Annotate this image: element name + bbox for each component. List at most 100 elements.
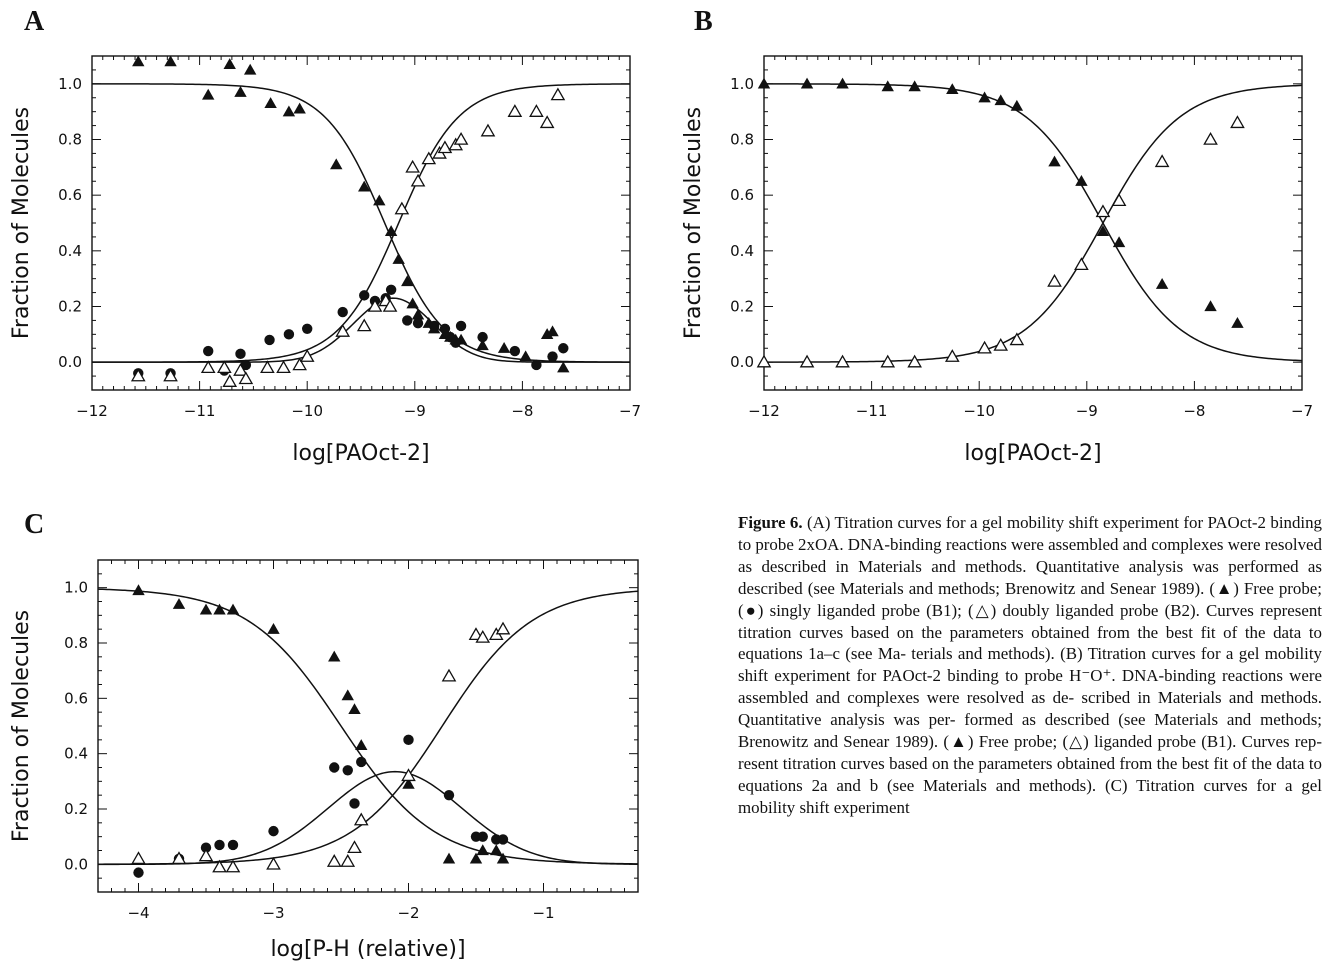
data-point-filled-triangle — [373, 194, 386, 206]
y-tick-label: 0.4 — [58, 242, 82, 260]
data-point-open-triangle — [225, 859, 241, 873]
panel-letter-b: B — [694, 6, 713, 37]
data-point-open-triangle — [1074, 257, 1089, 271]
data-point-open-triangle — [1230, 115, 1245, 129]
data-point-filled-triangle — [800, 77, 814, 89]
data-point-filled-triangle — [908, 80, 921, 92]
data-point-circle — [342, 765, 353, 776]
x-tick-label: −9 — [404, 402, 426, 420]
data-point-filled-triangle — [757, 77, 771, 89]
data-point-open-triangle — [1047, 273, 1062, 287]
data-point-open-triangle — [171, 851, 187, 865]
fit-curve — [764, 84, 1302, 363]
x-axis-title: log[PAOct-2] — [964, 441, 1101, 466]
data-point-filled-triangle — [1096, 225, 1110, 236]
data-point-circle — [337, 306, 348, 318]
data-point-circle — [283, 329, 295, 340]
data-point-open-triangle — [410, 173, 426, 187]
y-axis-title: Fraction of Molecules — [9, 610, 34, 842]
data-point-filled-triangle — [243, 63, 257, 75]
data-point-open-triangle — [480, 123, 496, 137]
x-tick-label: −12 — [76, 402, 108, 420]
plot-frame — [763, 55, 1303, 391]
y-tick-label: 0.4 — [64, 745, 88, 763]
data-point-open-triangle — [238, 371, 254, 385]
data-point-filled-triangle — [355, 739, 368, 751]
data-point-circle — [214, 839, 225, 851]
caption-label: Figure 6. — [738, 513, 803, 532]
chart-a: −12 −11 −10 −9 −8 −7 0.0 0.2 0.4 0.6 0.8 1.0 log[PAO… — [9, 55, 641, 466]
data-point-filled-triangle — [401, 275, 414, 287]
data-point-open-triangle — [907, 354, 922, 368]
fit-curve — [98, 590, 638, 865]
y-tick-label: 0.2 — [64, 800, 88, 818]
data-point-open-triangle — [217, 360, 232, 374]
data-point-filled-triangle — [490, 844, 503, 856]
y-tick-label: 0.0 — [730, 353, 754, 371]
y-tick-label: 0.0 — [64, 855, 88, 873]
data-point-filled-triangle — [946, 83, 959, 95]
x-tick-label: −7 — [1291, 402, 1313, 420]
data-point-circle — [200, 842, 212, 853]
x-axis-title: log[P-H (relative)] — [270, 937, 465, 962]
data-point-open-triangle — [340, 854, 356, 867]
data-point-filled-triangle — [392, 252, 405, 264]
data-point-open-triangle — [356, 318, 372, 332]
x-tick-label: −12 — [748, 402, 780, 420]
data-point-open-triangle — [1111, 193, 1127, 207]
data-point-filled-triangle — [164, 55, 177, 67]
data-point-filled-triangle — [132, 55, 145, 67]
data-point-filled-triangle — [202, 88, 215, 100]
fit-curve — [98, 588, 638, 865]
data-point-open-triangle — [539, 115, 555, 129]
data-point-open-triangle — [276, 360, 291, 374]
fit-curve — [92, 83, 630, 363]
y-tick-label: 1.0 — [730, 75, 754, 93]
data-point-open-triangle — [1203, 131, 1218, 145]
data-point-open-triangle — [453, 131, 469, 145]
data-point-circle — [349, 798, 360, 809]
data-point-open-triangle — [495, 621, 511, 635]
data-point-filled-triangle — [406, 297, 419, 309]
data-point-filled-triangle — [402, 777, 415, 789]
data-point-filled-triangle — [282, 105, 296, 117]
plot-frame — [91, 55, 631, 391]
data-point-circle — [443, 789, 455, 801]
data-point-open-triangle — [335, 324, 351, 337]
data-point-filled-triangle — [881, 80, 894, 92]
data-point-open-triangle — [529, 104, 544, 117]
data-point-filled-triangle — [469, 852, 483, 864]
data-point-open-triangle — [977, 340, 992, 354]
y-axis-title: Fraction of Molecules — [9, 107, 34, 339]
data-point-circle — [356, 756, 367, 768]
data-point-open-triangle — [367, 298, 383, 312]
chart-b: −12 −11 −10 −9 −8 −7 0.0 0.2 0.4 0.6 0.8 1.0 log[PAO… — [681, 55, 1313, 466]
data-point-open-triangle — [1095, 204, 1111, 218]
data-point-circle — [402, 315, 413, 326]
x-tick-label: −8 — [511, 402, 533, 420]
y-tick-label: 0.2 — [58, 298, 82, 316]
y-tick-label: 0.8 — [730, 131, 754, 149]
y-tick-label: 0.8 — [58, 131, 82, 149]
data-point-circle — [133, 867, 144, 878]
data-point-open-triangle — [437, 140, 453, 154]
data-point-circle — [235, 348, 246, 360]
data-point-circle — [203, 345, 214, 357]
data-point-filled-triangle — [348, 703, 361, 715]
data-point-open-triangle — [326, 854, 342, 867]
data-point-filled-triangle — [234, 85, 247, 97]
data-point-filled-triangle — [1112, 236, 1126, 248]
data-point-circle — [227, 839, 239, 851]
data-point-open-triangle — [799, 354, 815, 368]
figure-caption: Figure 6. (A) Titration curves for a gel… — [738, 512, 1322, 819]
x-tick-label: −2 — [397, 904, 419, 922]
data-point-filled-triangle — [994, 94, 1007, 106]
data-point-circle — [329, 762, 340, 773]
data-point-open-triangle — [550, 87, 566, 101]
x-tick-label: −7 — [619, 402, 641, 420]
data-point-open-triangle — [1154, 154, 1170, 168]
data-point-open-triangle — [401, 768, 416, 782]
x-tick-label: −10 — [963, 402, 995, 420]
data-point-open-triangle — [198, 848, 214, 862]
data-point-filled-triangle — [978, 91, 991, 103]
